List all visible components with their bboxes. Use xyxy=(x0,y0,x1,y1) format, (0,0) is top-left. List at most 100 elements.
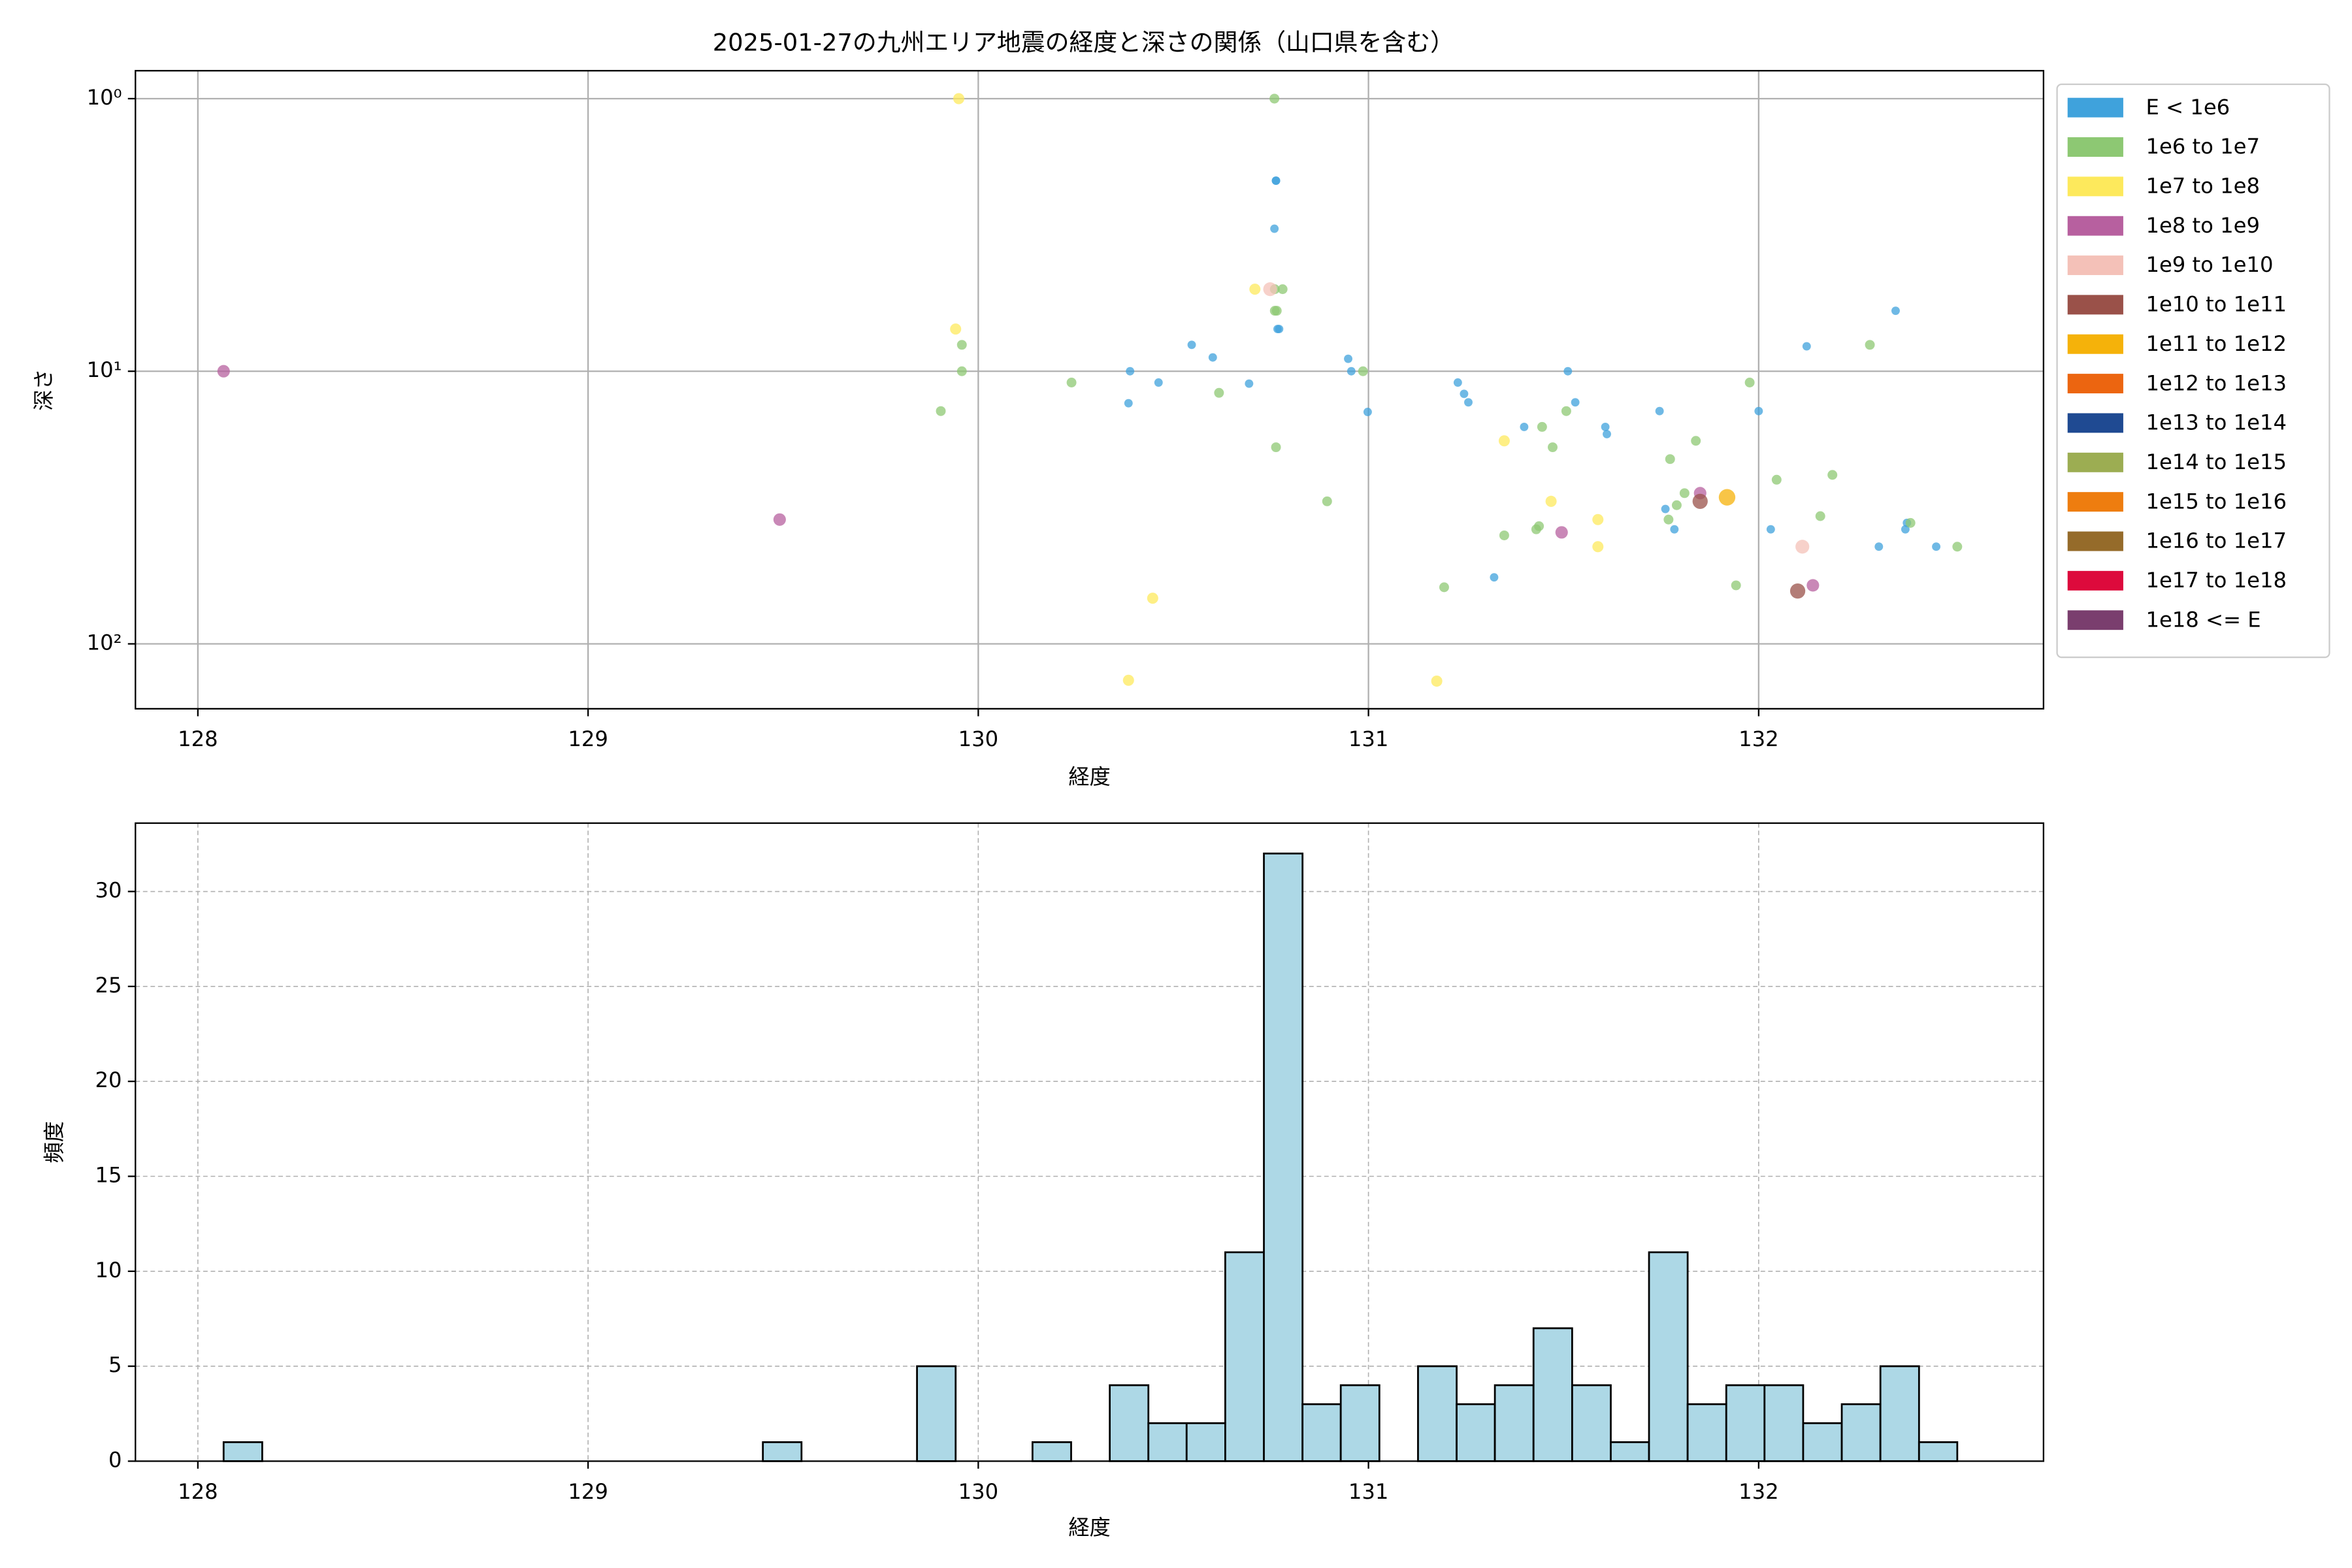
scatter-point xyxy=(1464,398,1473,407)
x-tick-label: 128 xyxy=(178,727,218,751)
scatter-point xyxy=(1126,367,1135,376)
legend-label: 1e13 to 1e14 xyxy=(2146,410,2287,435)
histogram-bar xyxy=(1494,1384,1535,1462)
histogram-bar xyxy=(1263,853,1304,1462)
histogram-bar xyxy=(222,1441,263,1462)
legend-swatch xyxy=(2067,216,2123,236)
scatter-point xyxy=(1905,517,1916,528)
legend-swatch xyxy=(2067,452,2123,472)
histogram-bar xyxy=(1879,1365,1920,1462)
scatter-point xyxy=(1187,340,1196,350)
scatter-point xyxy=(1439,582,1449,593)
scatter-point xyxy=(1520,422,1529,431)
histogram-bar xyxy=(1417,1365,1458,1462)
legend-swatch xyxy=(2067,295,2123,315)
legend-label: 1e6 to 1e7 xyxy=(2146,134,2260,159)
scatter-point xyxy=(1344,354,1352,363)
scatter-point xyxy=(1271,176,1281,186)
scatter-point xyxy=(1670,525,1679,534)
scatter-point xyxy=(1891,306,1900,316)
scatter-point xyxy=(1453,378,1462,387)
histogram-bar xyxy=(1031,1441,1072,1462)
scatter-point xyxy=(1208,353,1217,362)
scatter-point xyxy=(1932,542,1941,551)
histogram-bar xyxy=(1185,1422,1226,1462)
legend-swatch xyxy=(2067,255,2123,276)
scatter-point xyxy=(1548,442,1558,453)
legend-box xyxy=(2056,83,2330,659)
scatter-point xyxy=(1499,530,1509,540)
legend-swatch xyxy=(2067,97,2123,118)
scatter-point xyxy=(1771,474,1782,485)
histogram-bar xyxy=(1763,1384,1805,1462)
scatter-point xyxy=(1270,224,1279,233)
histogram-bar xyxy=(1456,1403,1496,1462)
scatter-point xyxy=(1263,282,1277,297)
scatter-point xyxy=(1498,435,1510,447)
histogram-bar xyxy=(1802,1422,1843,1462)
histogram-bar xyxy=(762,1441,803,1462)
x-axis-label: 経度 xyxy=(1068,1515,1110,1540)
scatter-point xyxy=(1245,379,1254,388)
scatter-point xyxy=(1561,406,1571,416)
scatter-point xyxy=(1661,504,1670,514)
scatter-point xyxy=(1269,93,1280,104)
scatter-point xyxy=(1363,408,1372,416)
legend-swatch xyxy=(2067,176,2123,197)
x-tick-label: 132 xyxy=(1739,727,1779,751)
scatter-point xyxy=(1277,284,1288,295)
y-tick-label: 15 xyxy=(95,1162,122,1187)
legend-label: 1e9 to 1e10 xyxy=(2146,252,2273,277)
histogram-bar xyxy=(1532,1327,1573,1462)
scatter-point xyxy=(1275,325,1284,334)
scatter-point xyxy=(1214,387,1224,398)
scatter-point xyxy=(1731,580,1741,591)
x-tick-label: 130 xyxy=(958,727,999,751)
scatter-point xyxy=(1431,676,1443,687)
chart-title: 2025-01-27の九州エリア地震の経度と深さの関係（山口県を含む） xyxy=(713,28,1454,56)
scatter-point xyxy=(217,365,230,378)
legend-swatch xyxy=(2067,492,2123,512)
histogram-bar xyxy=(1840,1403,1882,1462)
histogram-bar xyxy=(1610,1441,1650,1462)
scatter-point xyxy=(1147,593,1158,604)
scatter-point xyxy=(1665,454,1675,465)
scatter-point xyxy=(1766,525,1775,534)
scatter-point xyxy=(773,513,786,526)
scatter-point xyxy=(1663,514,1674,525)
scatter-point xyxy=(1789,583,1806,599)
scatter-point xyxy=(1534,521,1544,531)
plot-frame xyxy=(135,70,2044,710)
scatter-point xyxy=(950,323,962,335)
scatter-point xyxy=(1555,526,1568,539)
histogram-bar xyxy=(1571,1384,1612,1462)
scatter-point xyxy=(1537,421,1547,432)
legend-label: 1e11 to 1e12 xyxy=(2146,331,2287,356)
legend-label: 1e8 to 1e9 xyxy=(2146,213,2260,238)
legend-swatch xyxy=(2067,570,2123,591)
scatter-point xyxy=(936,406,946,416)
scatter-point xyxy=(1718,489,1736,506)
scatter-point xyxy=(1249,284,1261,295)
scatter-point xyxy=(1679,488,1690,498)
scatter-point xyxy=(953,93,965,105)
x-tick-label: 130 xyxy=(958,1479,999,1504)
scatter-point xyxy=(1671,500,1682,510)
scatter-point xyxy=(1154,378,1163,387)
scatter-point xyxy=(1490,573,1499,582)
histogram-bar xyxy=(1301,1403,1342,1462)
scatter-point xyxy=(1952,542,1963,552)
scatter-point xyxy=(956,366,967,376)
scatter-point xyxy=(1603,429,1611,438)
y-tick-label: 0 xyxy=(108,1447,122,1472)
x-tick-label: 131 xyxy=(1348,727,1389,751)
legend-swatch xyxy=(2067,610,2123,630)
histogram-bar xyxy=(1725,1384,1766,1462)
y-tick-label: 20 xyxy=(95,1068,122,1092)
legend-label: 1e12 to 1e13 xyxy=(2146,370,2287,395)
y-tick-label: 10⁰ xyxy=(87,85,122,110)
legend-label: 1e17 to 1e18 xyxy=(2146,568,2287,593)
scatter-point xyxy=(1563,367,1573,376)
